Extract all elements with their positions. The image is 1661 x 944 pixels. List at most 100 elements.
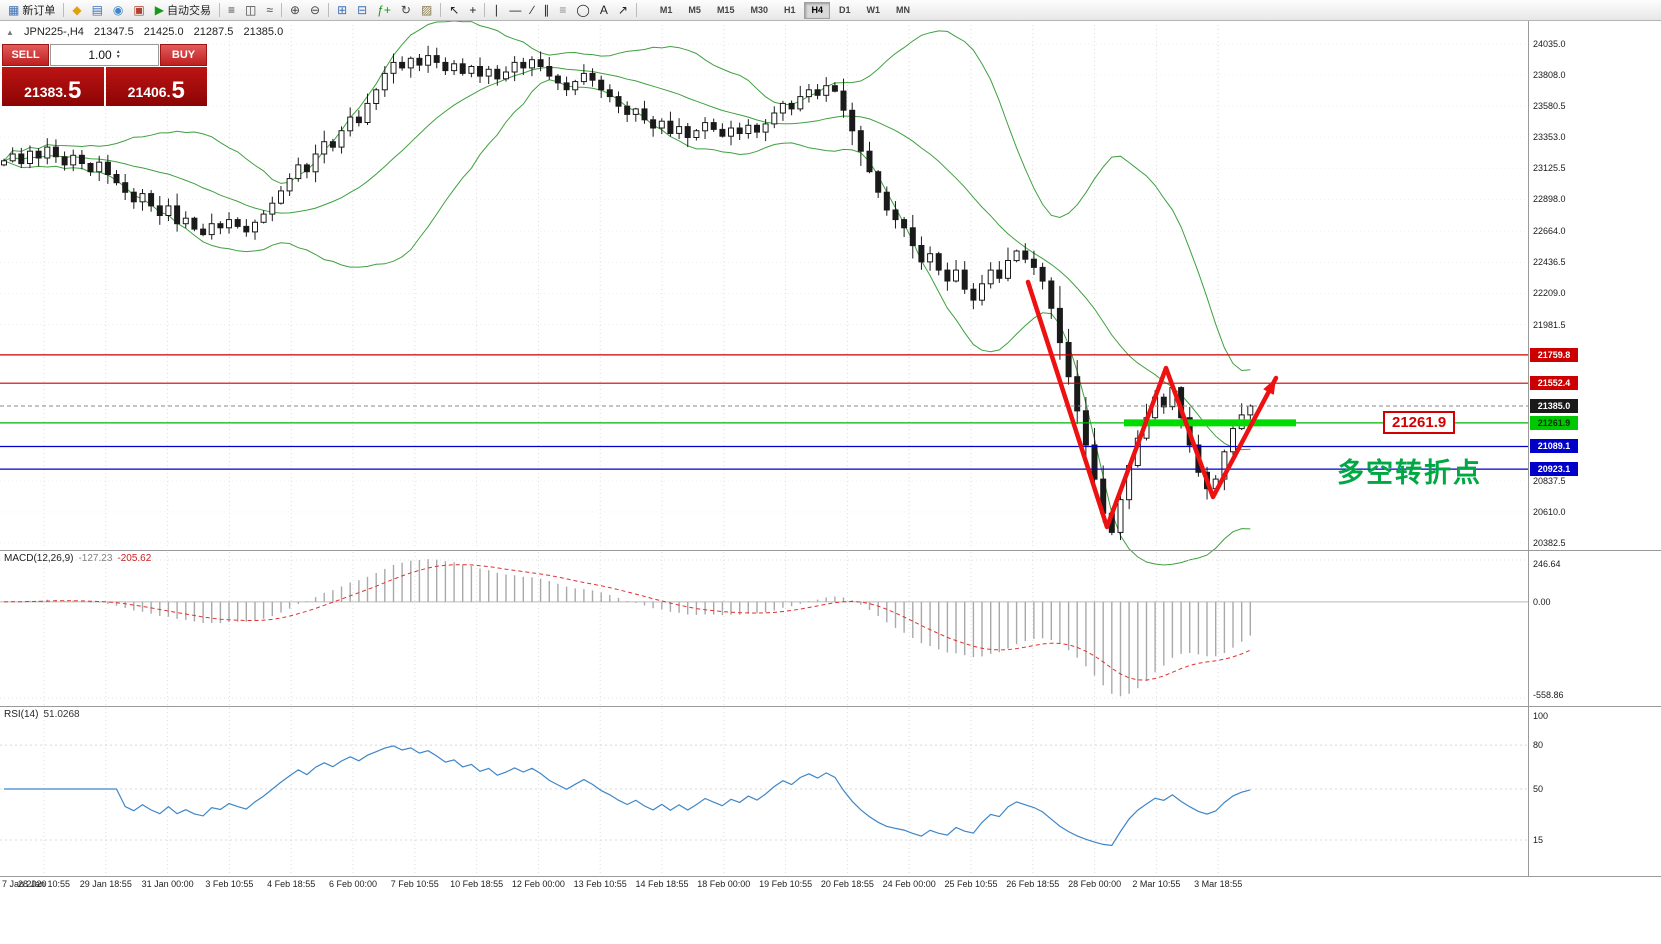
volume-spinner[interactable]: ▲ ▼ <box>116 50 121 60</box>
volume-field[interactable]: 1.00 ▲ ▼ <box>50 44 159 66</box>
timeframe-mn[interactable]: MN <box>896 4 911 15</box>
macd-indicator <box>0 559 1528 699</box>
autotrading-icon: ▶ <box>154 3 164 17</box>
chart-marker-icon: ▲ <box>6 28 14 37</box>
periods-button[interactable]: ↻ <box>396 1 416 19</box>
ohlc-close: 21385.0 <box>243 26 284 38</box>
zoom-out-icon: ⊖ <box>310 3 321 17</box>
buy-price-pip: 5 <box>171 77 185 104</box>
line-chart-icon: ≈ <box>266 3 273 17</box>
macd-signal-line <box>3 564 1251 681</box>
macd-value: -127.23 <box>78 553 113 564</box>
metaeditor-icon: ◆ <box>72 3 82 17</box>
arrows-button[interactable]: ↗ <box>613 1 633 19</box>
zoom-in-button[interactable]: ⊕ <box>285 1 305 19</box>
sell-button[interactable]: SELL <box>2 44 49 66</box>
timeframe-m15[interactable]: M15 <box>716 4 735 15</box>
autotrading-button[interactable]: ▶ 自动交易 <box>150 1 216 19</box>
horizontal-level-lines[interactable] <box>0 354 1528 470</box>
cascade-windows-button[interactable]: ⊟ <box>352 1 372 19</box>
panel-separators <box>0 21 1661 877</box>
toolbar-separator <box>218 3 220 17</box>
timeframe-w1[interactable]: W1 <box>866 4 881 15</box>
cascade-windows-icon: ⊟ <box>357 3 368 17</box>
new-order-icon: ▦ <box>8 3 20 17</box>
toolbar-separator <box>280 3 282 17</box>
cursor-button[interactable]: ↖ <box>444 1 464 19</box>
zigzag-arrow[interactable] <box>1025 279 1279 530</box>
tile-windows-icon: ⊞ <box>337 3 348 17</box>
timeframe-h4[interactable]: H4 <box>804 1 830 19</box>
toolbar-separator <box>635 3 637 17</box>
ohlc-low: 21287.5 <box>193 26 234 38</box>
ohlc-open: 21347.5 <box>93 26 134 38</box>
volume-value: 1.00 <box>88 48 112 62</box>
toolbar-separator <box>440 3 442 17</box>
macd-panel-title: MACD(12,26,9) -127.23 -205.62 <box>4 553 156 564</box>
terminal-button[interactable]: ▣ <box>128 1 149 19</box>
sell-price-button[interactable]: 21383. 5 <box>2 67 104 106</box>
main-toolbar: ▦ 新订单 ◆ ▤ ◉ ▣ ▶ 自动交易 ≡ ◫ ≈ ⊕ ⊖ ⊞ ⊟ ƒ+ ↻ ▨ ↖ + ∣ — ∕ ∥ ≡ ◯ A ↗ M1 M5 M1… <box>0 0 1661 21</box>
templates-button[interactable]: ▨ <box>416 1 437 19</box>
timeframe-m30[interactable]: M30 <box>750 4 768 15</box>
sell-price-main: 21383. <box>24 84 67 100</box>
timeframe-group: M1 M5 M15 M30 H1 H4 D1 W1 MN <box>652 1 918 19</box>
metaeditor-button[interactable]: ◆ <box>67 1 86 19</box>
macd-signal-value: -205.62 <box>117 553 152 564</box>
channel-button[interactable]: ∥ <box>538 1 554 19</box>
zoom-out-button[interactable]: ⊖ <box>305 1 325 19</box>
trendline-button[interactable]: ∕ <box>526 1 538 19</box>
text-button[interactable]: A <box>595 1 613 19</box>
horizontal-line-button[interactable]: — <box>504 1 526 19</box>
zoom-in-icon: ⊕ <box>289 3 300 17</box>
templates-icon: ▨ <box>420 3 433 17</box>
timeframe-m1[interactable]: M1 <box>659 4 673 15</box>
market-watch-icon: ▤ <box>91 3 103 17</box>
navigator-button[interactable]: ◉ <box>108 1 128 19</box>
new-order-button-label: 新订单 <box>22 5 56 17</box>
rsi-indicator <box>0 744 1528 847</box>
tile-windows-button[interactable]: ⊞ <box>332 1 352 19</box>
market-watch-button[interactable]: ▤ <box>87 1 108 19</box>
vertical-line-button[interactable]: ∣ <box>488 1 504 19</box>
grid-lines <box>0 25 1528 875</box>
timeframe-h1[interactable]: H1 <box>783 4 796 15</box>
indicators-icon: ƒ+ <box>377 3 391 17</box>
turning-point-annotation[interactable]: 多空转折点 <box>1337 458 1482 488</box>
one-click-trading-panel: SELL 1.00 ▲ ▼ BUY 21383. 5 21406. 5 <box>2 44 207 106</box>
spinner-down-icon[interactable]: ▼ <box>115 54 121 60</box>
indicators-button[interactable]: ƒ+ <box>372 1 396 19</box>
crosshair-button[interactable]: + <box>464 1 481 19</box>
symbol-info-bar: ▲ JPN225-,H4 21347.5 21425.0 21287.5 213… <box>6 26 290 38</box>
spinner-up-icon[interactable]: ▲ <box>115 49 121 55</box>
symbol-name: JPN225-,H4 <box>23 26 84 38</box>
horizontal-line-icon: — <box>509 3 522 17</box>
rsi-value: 51.0268 <box>43 709 80 720</box>
timeframe-d1[interactable]: D1 <box>839 4 851 15</box>
candlestick-chart-button[interactable]: ◫ <box>240 1 261 19</box>
price-level-label[interactable]: 21261.9 <box>1383 411 1456 434</box>
buy-price-button[interactable]: 21406. 5 <box>105 67 207 106</box>
buy-button[interactable]: BUY <box>160 44 207 66</box>
rsi-name: RSI(14) <box>4 709 39 720</box>
channel-icon: ∥ <box>543 3 550 17</box>
cursor-icon: ↖ <box>449 3 460 17</box>
trend-highlight-segment[interactable] <box>1124 419 1296 427</box>
macd-name: MACD(12,26,9) <box>4 553 74 564</box>
toolbar-separator <box>484 3 486 17</box>
buy-price-main: 21406. <box>127 84 171 100</box>
fibonacci-icon: ≡ <box>559 3 567 17</box>
shapes-icon: ◯ <box>576 3 590 17</box>
bar-chart-button[interactable]: ≡ <box>223 1 240 19</box>
candlestick-chart-icon: ◫ <box>245 3 257 17</box>
timeframe-m5[interactable]: M5 <box>688 4 701 15</box>
new-order-button[interactable]: ▦ 新订单 <box>3 1 60 19</box>
line-chart-button[interactable]: ≈ <box>261 1 278 19</box>
shapes-button[interactable]: ◯ <box>571 1 594 19</box>
autotrading-button-label: 自动交易 <box>166 5 211 17</box>
terminal-icon: ▣ <box>133 3 145 17</box>
candles <box>1 45 1254 541</box>
fibonacci-button[interactable]: ≡ <box>554 1 571 19</box>
